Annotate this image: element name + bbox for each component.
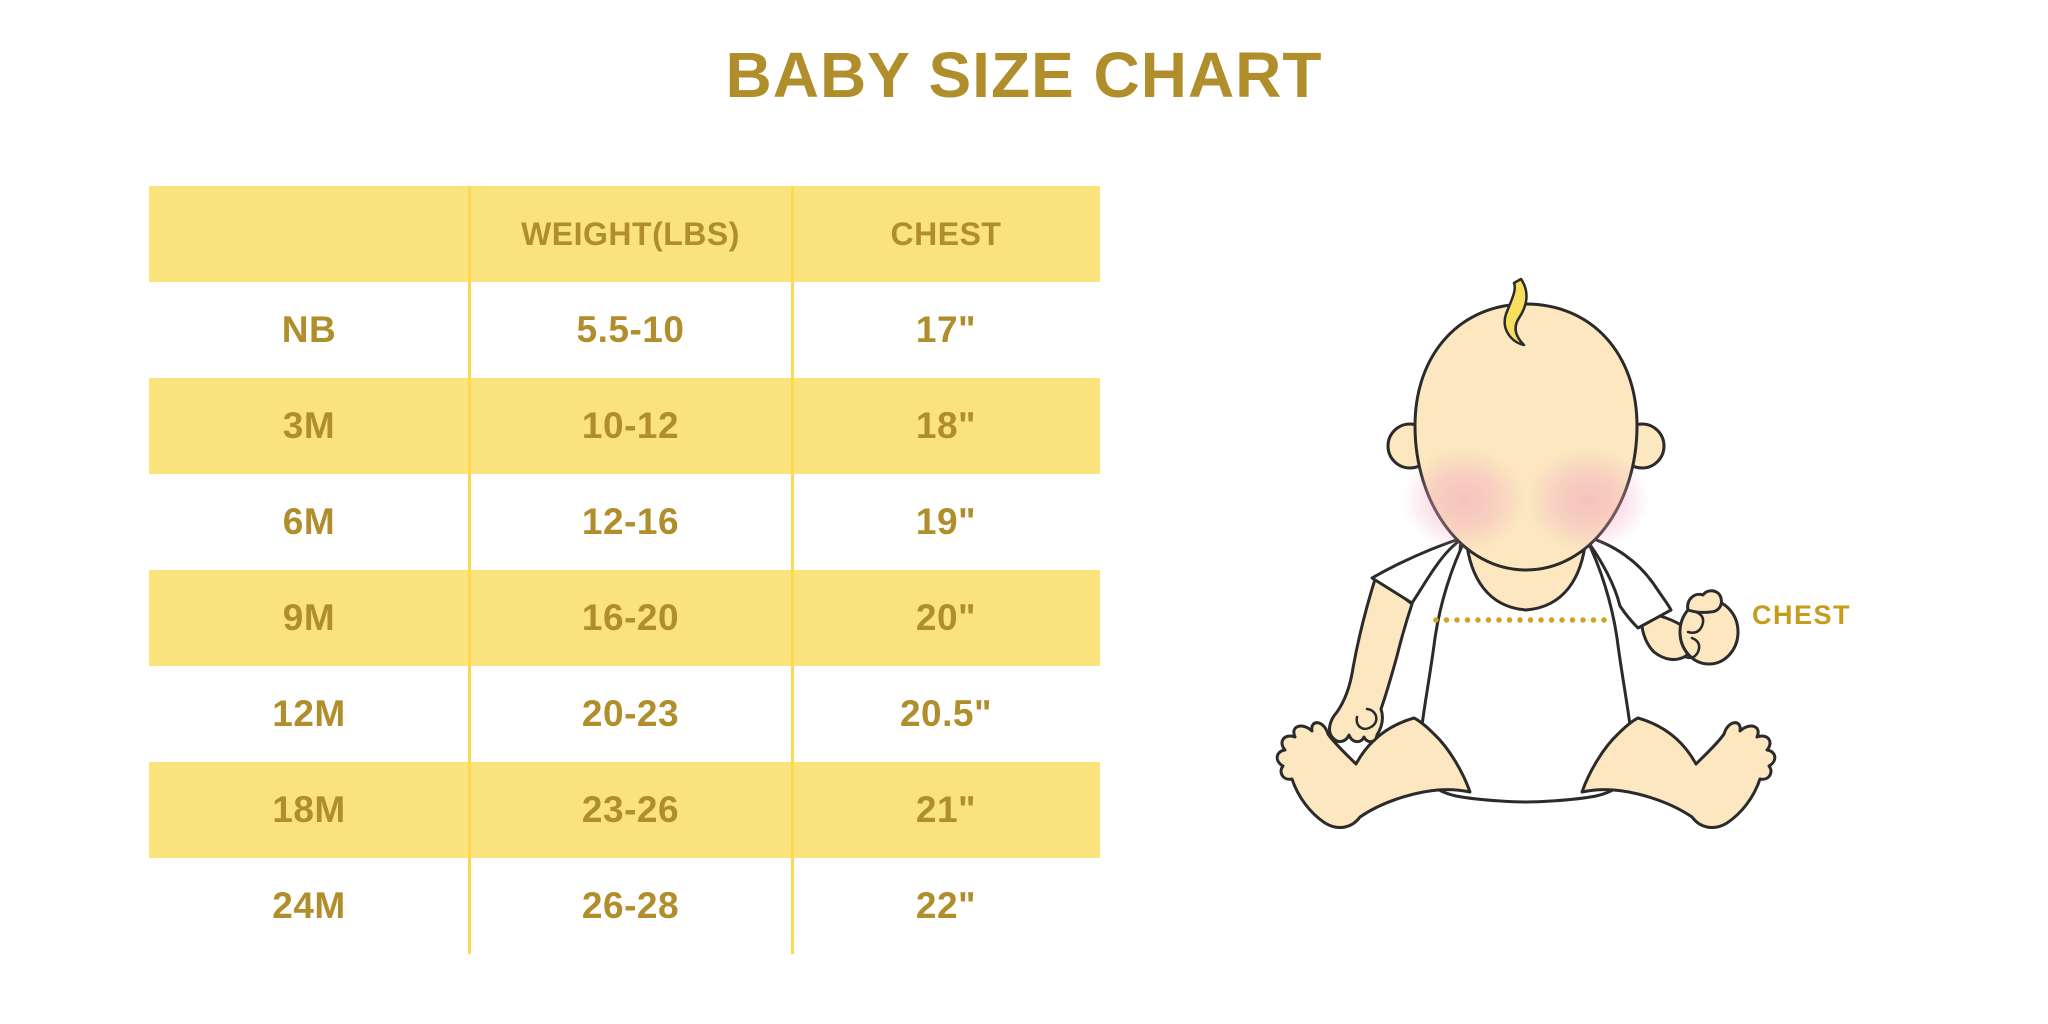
chest-cell-12m: 20.5" — [899, 693, 993, 734]
size-cell-nb: NB — [281, 309, 337, 350]
weight-cell-24m: 26-28 — [581, 885, 680, 926]
baby-hair-curl — [1503, 277, 1528, 347]
baby-blush-right — [1526, 448, 1650, 552]
baby-torso-onesie — [1417, 536, 1635, 804]
baby-illustration — [1230, 260, 1910, 860]
table-row-18m: 18M 23-26 21" — [149, 762, 1100, 858]
chest-cell-3m: 18" — [915, 405, 977, 446]
table-row-9m: 9M 16-20 20" — [149, 570, 1100, 666]
size-cell-24m: 24M — [272, 885, 346, 926]
weight-cell-3m: 10-12 — [581, 405, 680, 446]
header-cell-chest: CHEST — [890, 215, 1002, 252]
table-row-3m: 3M 10-12 18" — [149, 378, 1100, 474]
baby-right-thumb — [1686, 589, 1723, 614]
baby-blush-left — [1402, 448, 1526, 552]
baby-illustration-svg — [1275, 277, 1777, 830]
chest-cell-nb: 17" — [915, 309, 977, 350]
weight-cell-6m: 12-16 — [581, 501, 680, 542]
page-title: BABY SIZE CHART — [725, 39, 1323, 111]
table-row-6m: 6M 12-16 19" — [149, 474, 1100, 570]
chest-cell-6m: 19" — [915, 501, 977, 542]
baby-left-hand-thumb-line — [1355, 707, 1378, 731]
chest-cell-9m: 20" — [915, 597, 977, 638]
column-divider-1 — [468, 186, 471, 954]
chest-cell-18m: 21" — [915, 789, 977, 830]
baby-right-forearm — [1640, 610, 1692, 661]
weight-cell-nb: 5.5-10 — [576, 309, 685, 350]
header-cell-weight-lbs-: WEIGHT(LBS) — [521, 215, 740, 252]
column-divider-2 — [791, 186, 794, 954]
weight-cell-9m: 16-20 — [581, 597, 680, 638]
table-header-row: WEIGHT(LBS) CHEST — [149, 186, 1100, 282]
size-cell-6m: 6M — [282, 501, 336, 542]
baby-right-leg — [1580, 716, 1777, 830]
table-row-nb: NB 5.5-10 17" — [149, 282, 1100, 378]
table-row-12m: 12M 20-23 20.5" — [149, 666, 1100, 762]
weight-cell-12m: 20-23 — [581, 693, 680, 734]
size-cell-12m: 12M — [272, 693, 346, 734]
chest-cell-24m: 22" — [915, 885, 977, 926]
weight-cell-18m: 23-26 — [581, 789, 680, 830]
chest-measurement-label: CHEST — [1752, 600, 1852, 630]
baby-right-sleeve — [1582, 534, 1673, 630]
baby-left-arm — [1328, 574, 1414, 744]
baby-fist-knuckle-line-2 — [1683, 636, 1701, 660]
size-table: WEIGHT(LBS) CHEST NB 5.5-10 17" 3M 10-12 18" 6M 1… — [149, 186, 1100, 954]
baby-left-leg — [1275, 716, 1472, 830]
size-cell-18m: 18M — [272, 789, 346, 830]
size-cell-3m: 3M — [282, 405, 336, 446]
table-row-24m: 24M 26-28 22" — [149, 858, 1100, 954]
header-cell-size — [149, 186, 469, 282]
size-cell-9m: 9M — [282, 597, 336, 638]
baby-fist-knuckle-line-1 — [1686, 610, 1705, 634]
